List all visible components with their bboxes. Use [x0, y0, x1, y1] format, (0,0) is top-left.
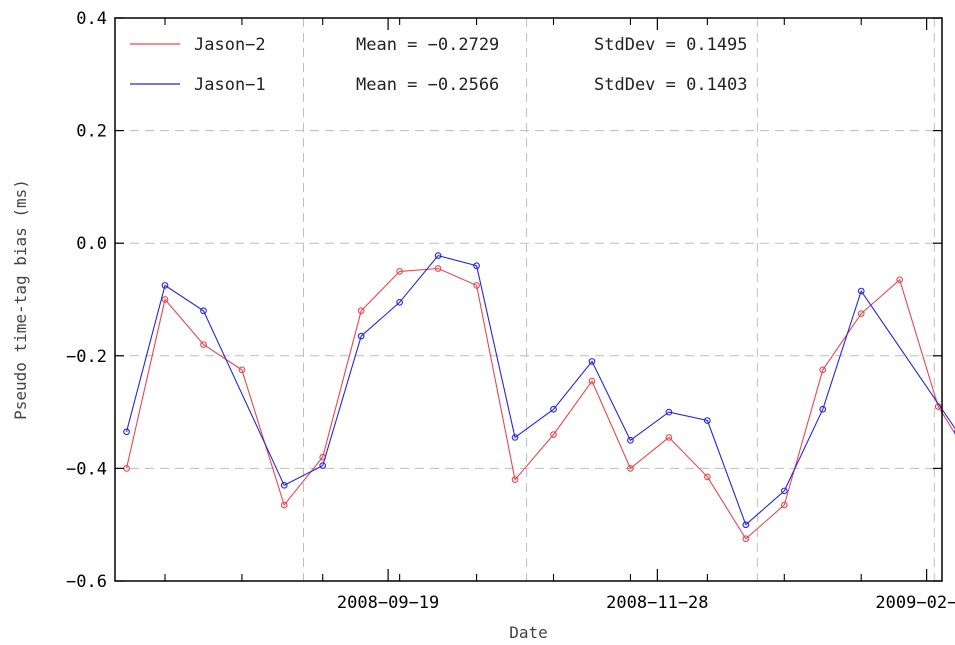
- plot-frame: [114, 17, 943, 582]
- x-tick-label: 2009−02−06: [875, 593, 955, 613]
- data-point: [550, 431, 557, 438]
- y-tick-label: −0.2: [66, 347, 107, 367]
- legend: Jason−2 Mean = −0.2729 StdDev = 0.1495 J…: [130, 35, 748, 95]
- data-point: [627, 436, 634, 444]
- x-tick-label: 2008−09−19: [337, 593, 439, 613]
- legend-mean-jason-1: Mean = −0.2566: [356, 75, 499, 95]
- x-axis-title: Date: [509, 623, 548, 642]
- axis-ticks: −0.6 −0.4 −0.2 0.0 0.2 0.4 2008−09−19 2008−11−2…: [66, 9, 955, 613]
- data-point: [396, 268, 403, 275]
- series-jason-1: [123, 252, 955, 529]
- series-line-jason-1: [125, 254, 955, 526]
- data-point: [473, 282, 480, 289]
- data-point: [511, 476, 519, 484]
- series-jason-2: [123, 265, 955, 543]
- data-point: [280, 481, 288, 489]
- y-tick-label: 0.0: [76, 234, 107, 254]
- x-tick-label: 2008−11−28: [606, 593, 708, 613]
- y-axis-title: Pseudo time-tag bias (ms): [11, 179, 30, 420]
- data-point: [742, 535, 750, 543]
- data-point: [588, 358, 596, 365]
- data-point: [396, 298, 403, 306]
- data-point: [161, 296, 169, 303]
- data-point: [357, 332, 365, 340]
- data-point: [357, 307, 365, 315]
- data-point: [434, 252, 442, 259]
- data-point: [742, 521, 750, 529]
- data-point: [627, 465, 634, 472]
- data-point: [780, 501, 788, 509]
- y-tick-label: 0.2: [76, 122, 107, 142]
- data-point: [280, 501, 288, 509]
- data-point: [896, 276, 904, 284]
- legend-mean-jason-2: Mean = −0.2729: [356, 35, 499, 55]
- data-point: [200, 307, 207, 315]
- data-point: [123, 428, 130, 436]
- y-tick-label: 0.4: [76, 9, 107, 29]
- legend-stddev-jason-2: StdDev = 0.1495: [594, 35, 748, 55]
- data-point: [665, 408, 673, 416]
- data-point: [704, 417, 711, 424]
- data-point: [161, 282, 169, 289]
- data-point: [200, 341, 207, 348]
- series-line-jason-2: [125, 267, 955, 540]
- data-point: [704, 473, 711, 481]
- data-point: [780, 487, 788, 495]
- data-point: [857, 310, 865, 317]
- legend-stddev-jason-1: StdDev = 0.1403: [594, 75, 748, 95]
- legend-label-jason-1: Jason−1: [194, 75, 266, 95]
- legend-label-jason-2: Jason−2: [194, 35, 266, 55]
- series-layer: [123, 252, 955, 543]
- data-point: [550, 405, 557, 413]
- data-point: [434, 265, 442, 272]
- grid-lines: [115, 18, 942, 581]
- data-point: [473, 262, 480, 270]
- data-point: [511, 434, 519, 441]
- data-point: [588, 377, 596, 385]
- data-point: [819, 405, 827, 413]
- data-point: [857, 287, 865, 295]
- data-point: [238, 366, 246, 374]
- y-tick-label: −0.6: [66, 572, 107, 592]
- data-point: [819, 366, 827, 374]
- y-tick-label: −0.4: [66, 459, 107, 479]
- data-point: [665, 434, 673, 441]
- data-point: [319, 462, 327, 469]
